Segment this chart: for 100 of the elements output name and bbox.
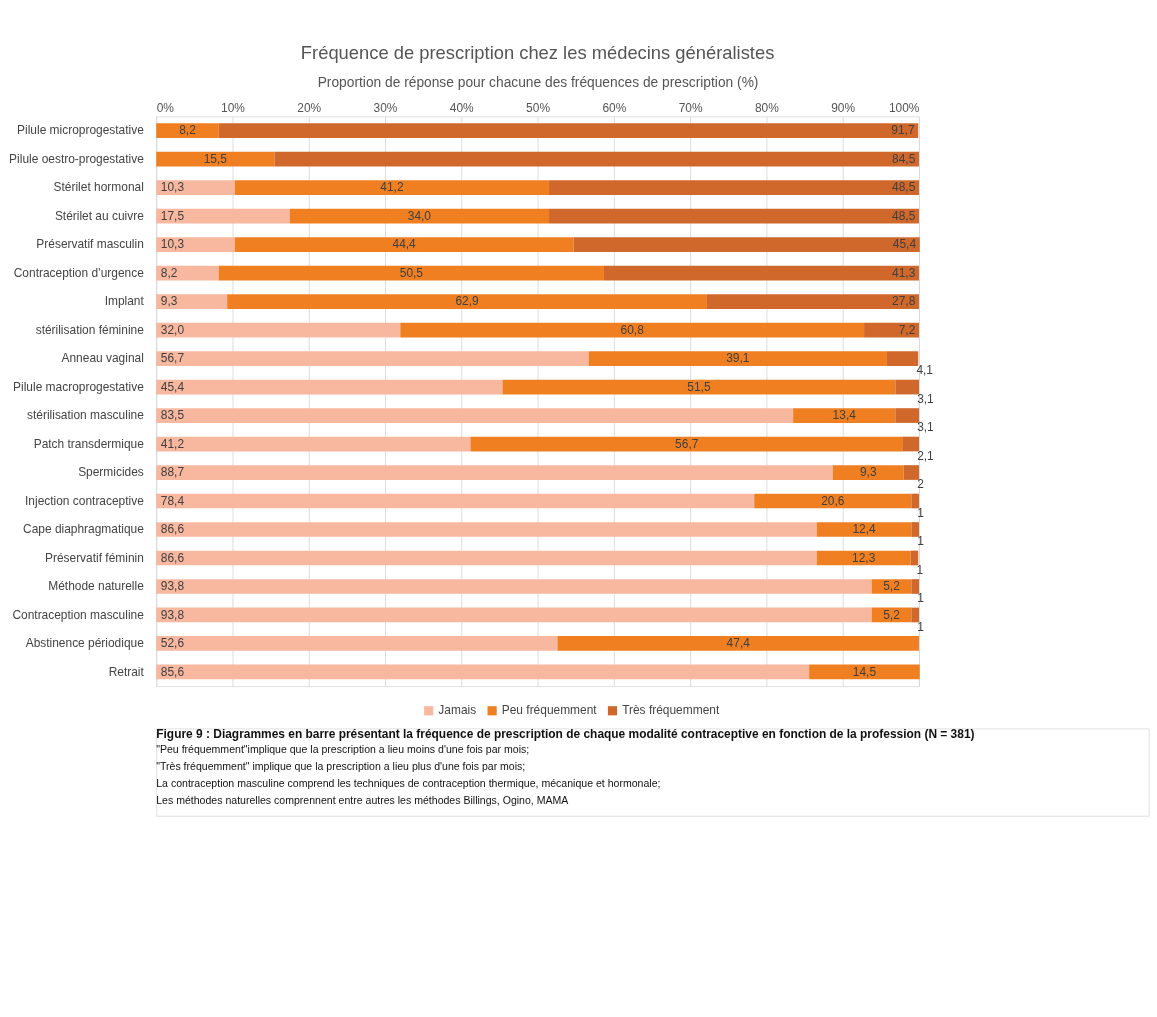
data-label: 85,6 — [160, 664, 185, 679]
bar — [156, 351, 589, 366]
data-label: 34,0 — [407, 208, 432, 223]
y-tick-label: stérilisation féminine — [35, 322, 145, 337]
y-tick-label: Abstinence périodique — [25, 636, 145, 651]
y-tick-label: Injection contraceptive — [25, 493, 145, 508]
data-label: 62,9 — [455, 294, 480, 309]
data-label: 12,4 — [852, 522, 877, 537]
data-label: 52,6 — [160, 636, 185, 651]
bar — [234, 180, 550, 195]
text: "Très fréquemment" implique que la prescription a lieu plus d'une fois par mois; — [156, 760, 526, 773]
data-label: 86,6 — [160, 550, 185, 565]
bar — [156, 123, 219, 139]
text: "Peu fréquemment"implique que la prescription a lieu moins d'une fois par mois; — [156, 743, 530, 756]
x-tick-label: 70% — [678, 101, 703, 116]
bar — [793, 408, 896, 423]
bar — [549, 180, 919, 195]
bar — [911, 522, 919, 537]
data-label: 51,5 — [687, 379, 711, 394]
data-label: 1 — [917, 591, 925, 606]
data-label: 1 — [916, 562, 924, 577]
bar — [156, 237, 235, 252]
y-tick-label: stérilisation masculine — [27, 408, 145, 423]
y-tick-label: Préservatif féminin — [44, 550, 144, 565]
data-label: 5,2 — [883, 579, 901, 594]
bar — [156, 408, 794, 423]
data-label: 45,4 — [160, 379, 185, 394]
bar — [832, 465, 904, 480]
y-tick-label: Méthode naturelle — [48, 579, 145, 594]
bar — [156, 322, 401, 338]
bar — [156, 607, 872, 623]
bar — [903, 465, 919, 480]
y-tick-label: Patch transdermique — [33, 436, 145, 451]
bar — [156, 294, 228, 309]
x-tick-label: 60% — [602, 101, 627, 116]
bar — [227, 294, 707, 309]
y-tick-label: Contraception d’urgence — [13, 265, 145, 280]
x-tick-label: 0% — [156, 101, 175, 116]
data-label: 93,8 — [160, 579, 185, 594]
data-label: 93,8 — [160, 607, 185, 622]
data-label: 41,3 — [892, 265, 916, 280]
data-label: 10,3 — [160, 237, 185, 252]
y-tick-label: Stérilet au cuivre — [54, 208, 145, 223]
data-label: 48,5 — [892, 180, 916, 195]
legend-label: Jamais — [438, 703, 477, 718]
bar — [274, 151, 919, 167]
bar — [588, 351, 887, 366]
y-tick-label: Stérilet hormonal — [53, 180, 144, 195]
data-label: 32,0 — [160, 322, 185, 337]
x-tick-label: 30% — [373, 101, 398, 116]
legend-label: Peu fréquemment — [501, 703, 598, 718]
data-label: 41,2 — [160, 436, 185, 451]
bar — [156, 180, 235, 195]
data-label: 47,4 — [726, 636, 751, 651]
bar — [470, 436, 903, 452]
bar — [156, 550, 817, 566]
x-tick-label: 10% — [221, 101, 246, 116]
data-label: 83,5 — [160, 408, 185, 423]
data-label: 45,4 — [892, 237, 917, 252]
bar — [706, 294, 919, 309]
data-label: 7,2 — [898, 322, 916, 337]
data-label: 12,3 — [852, 550, 876, 565]
bar — [911, 579, 919, 594]
data-label: 84,5 — [892, 151, 916, 166]
bar — [218, 265, 604, 281]
y-tick-label: Pilule oestro-progestative — [9, 151, 145, 166]
bar — [549, 208, 919, 224]
y-tick-label: Retrait — [108, 664, 145, 679]
bar — [156, 636, 558, 651]
y-tick-label: Préservatif masculin — [36, 237, 144, 252]
x-tick-label: 80% — [754, 101, 780, 116]
x-tick-label: 20% — [297, 101, 322, 116]
data-label: 15,5 — [203, 151, 228, 166]
data-label: 13,4 — [832, 408, 857, 423]
x-tick-label: 50% — [526, 101, 551, 116]
data-label: 1 — [917, 505, 925, 520]
bar — [218, 123, 919, 139]
data-label: 78,4 — [160, 493, 185, 508]
text: La contraception masculine comprend les techniques de contraception thermique, mécanique et hormonale; — [156, 776, 661, 789]
bar — [156, 493, 755, 509]
bar — [502, 379, 896, 395]
data-label: 8,2 — [160, 265, 178, 280]
bar — [895, 379, 919, 395]
bar — [289, 208, 550, 224]
bar — [156, 465, 833, 480]
bar — [156, 664, 810, 680]
bar — [156, 208, 290, 224]
bar — [156, 151, 275, 167]
data-label: 56,7 — [160, 351, 185, 366]
data-label: 60,8 — [620, 322, 645, 337]
data-label: 1 — [917, 619, 925, 634]
data-label: 20,6 — [821, 493, 845, 508]
data-label: 88,7 — [160, 465, 185, 480]
y-tick-label: Pilule microprogestative — [17, 123, 145, 138]
bar — [902, 436, 919, 452]
bar — [156, 579, 872, 594]
data-label: 14,5 — [852, 664, 877, 679]
bar — [156, 379, 503, 395]
x-tick-label: 100% — [888, 101, 920, 116]
text: Les méthodes naturelles comprennent entre autres les méthodes Billings, Ogino, MAMA — [156, 793, 570, 806]
